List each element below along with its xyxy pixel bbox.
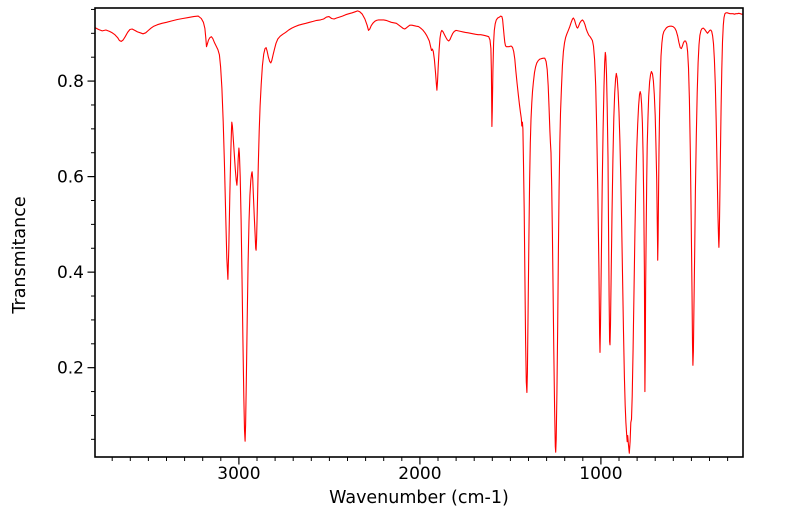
y-tick-label: 0.4 xyxy=(57,263,84,283)
x-axis-label: Wavenumber (cm-1) xyxy=(329,488,509,508)
spectrum-series xyxy=(94,10,744,454)
x-tick-label: 2000 xyxy=(398,464,441,484)
x-tick-label: 1000 xyxy=(579,464,622,484)
x-tick-label: 3000 xyxy=(217,464,260,484)
axis-ticks: 3000 2000 1000 0.8 0.6 0.4 0.2 xyxy=(57,8,729,484)
plot-frame xyxy=(94,7,744,458)
y-tick-label: 0.6 xyxy=(57,168,84,188)
y-tick-label: 0.2 xyxy=(57,359,84,379)
y-tick-label: 0.8 xyxy=(57,72,84,92)
y-axis-label: Transmitance xyxy=(10,196,30,314)
spectrum-line xyxy=(94,10,744,454)
